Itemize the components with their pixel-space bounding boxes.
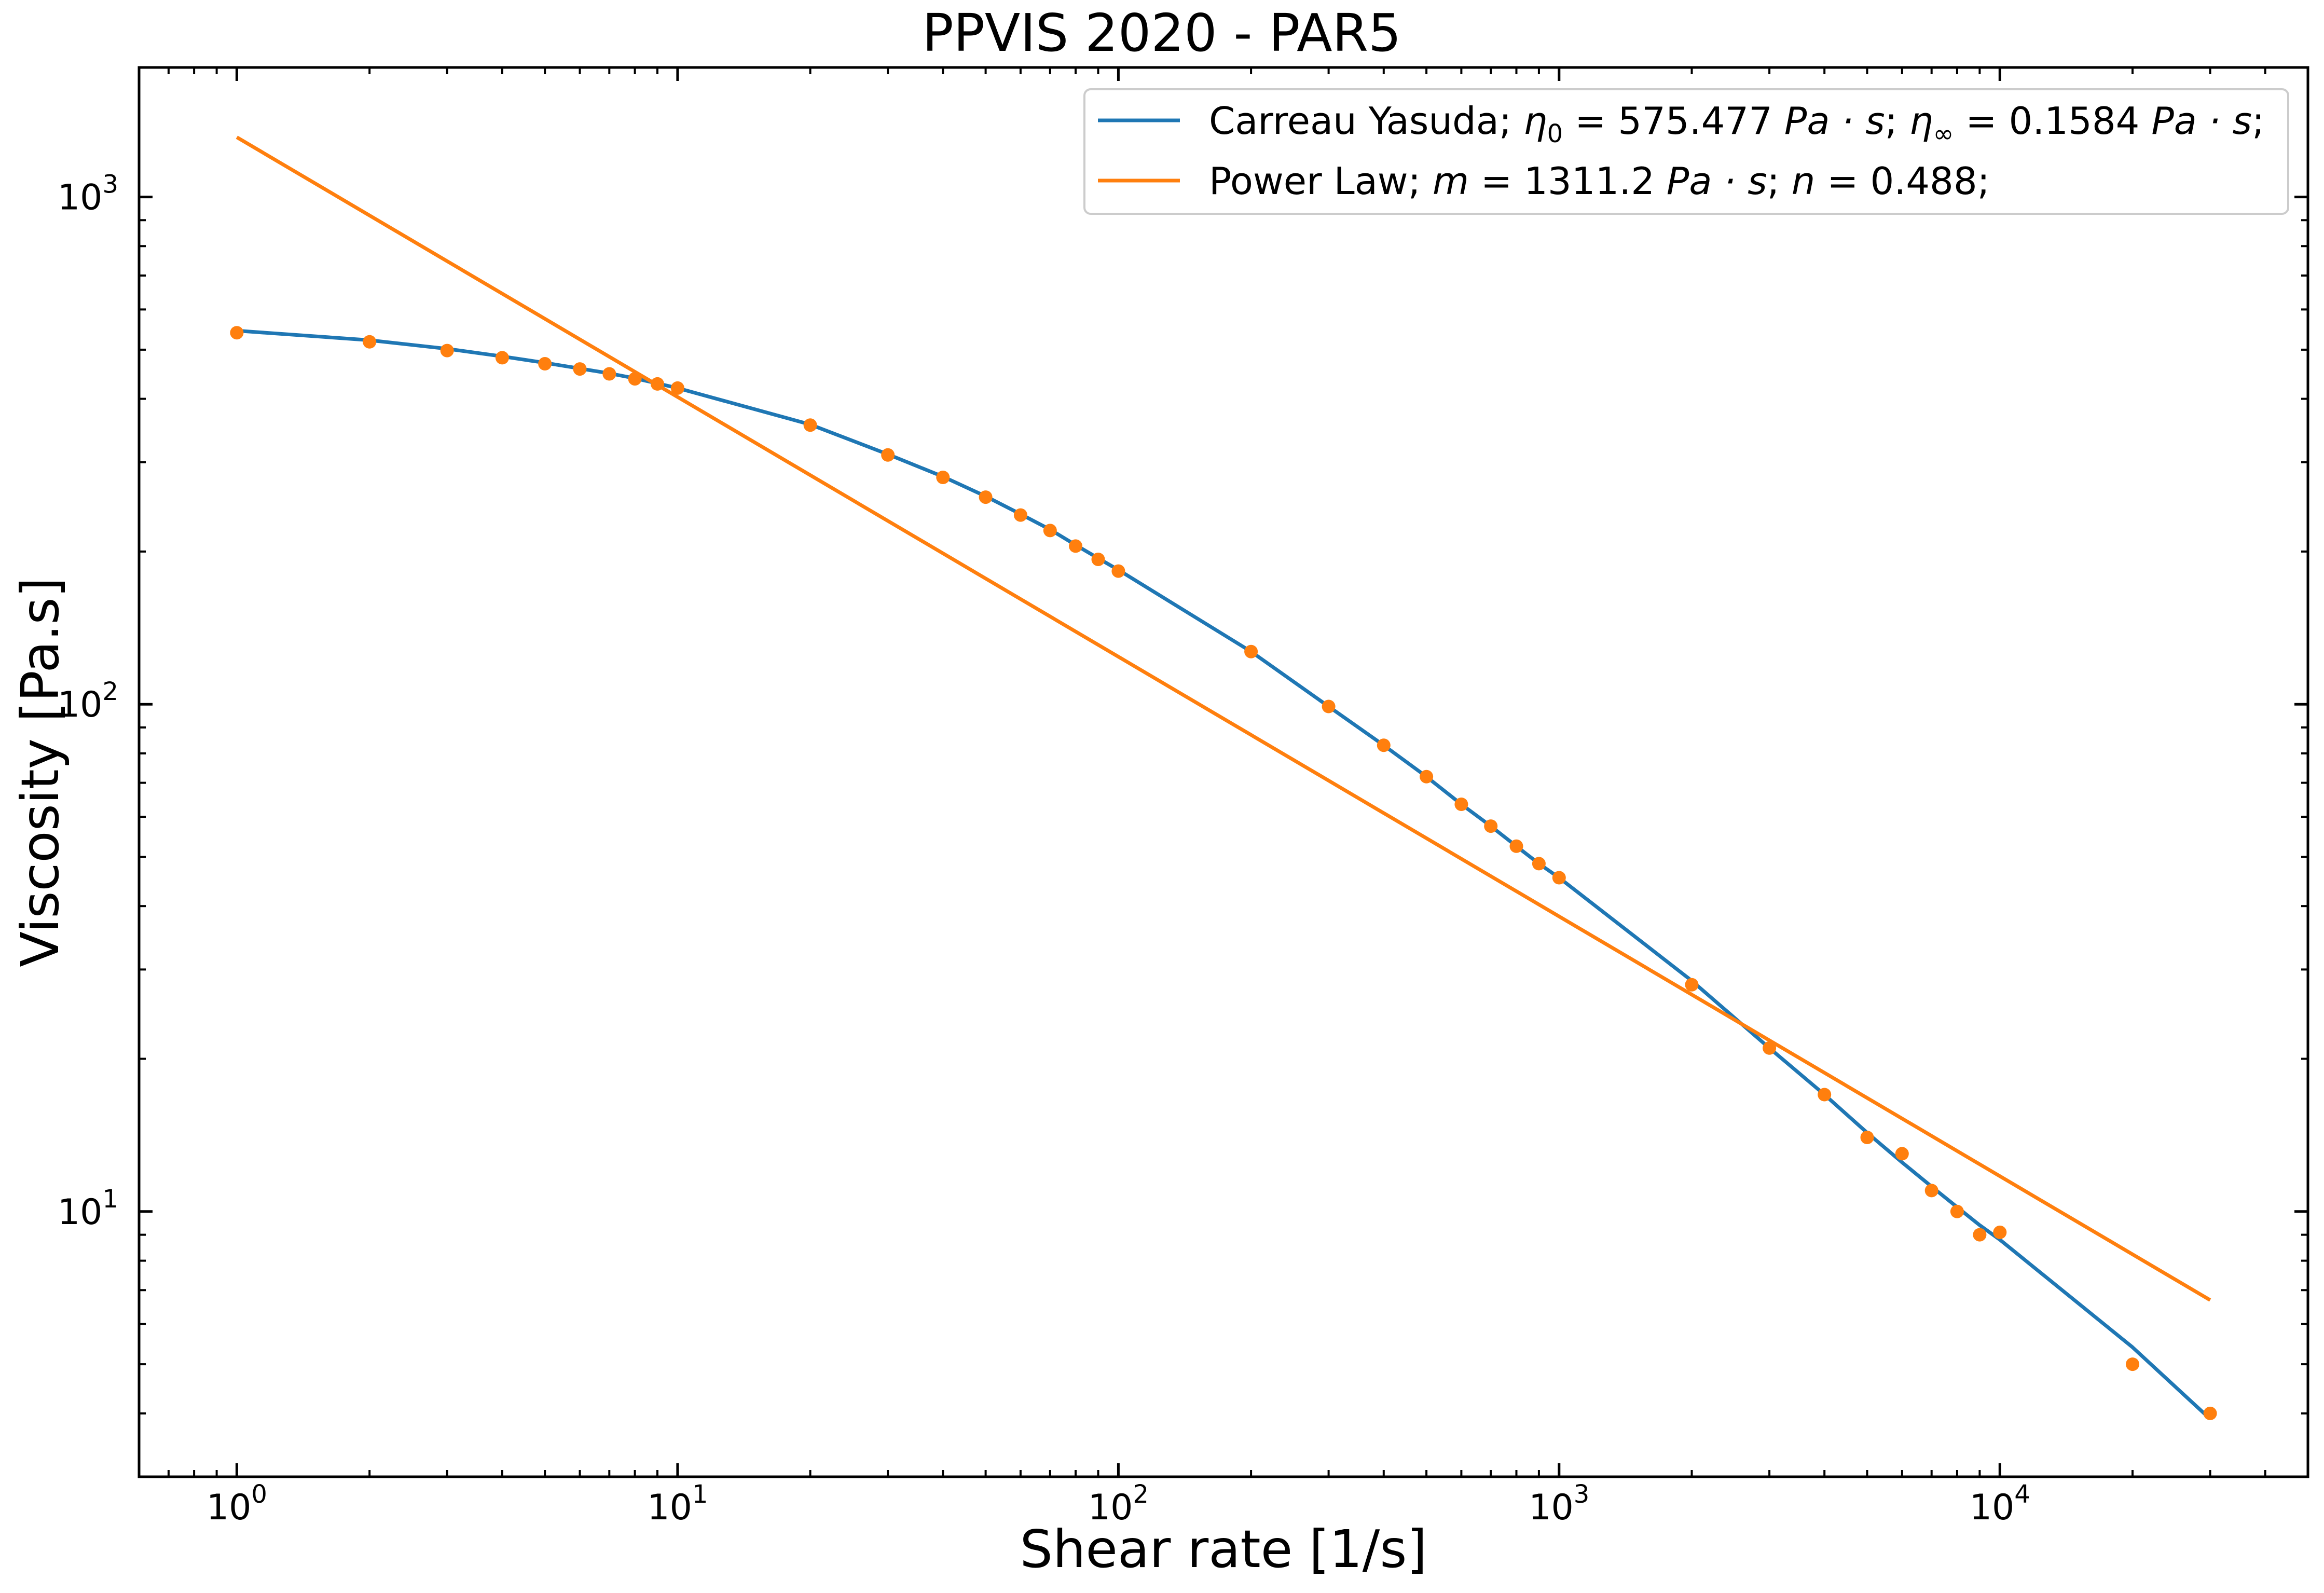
data-point: [230, 326, 244, 340]
data-point: [602, 367, 616, 381]
data-point: [881, 448, 895, 462]
data-point: [1763, 1041, 1777, 1055]
axis-ticks: 100 101 102 103 104 101 102 103: [58, 67, 2309, 1528]
x-tick-label: 102: [1088, 1480, 1149, 1528]
chart-title: PPVIS 2020 - PAR5: [922, 3, 1401, 63]
legend-entry: Carreau Yasuda; η0 = 575.477 Pa · s; η∞ …: [1209, 99, 2264, 148]
x-axis-label: Shear rate [1/s]: [1020, 1519, 1427, 1580]
plot-frame: [137, 66, 2309, 1478]
data-point: [1091, 553, 1105, 566]
y-axis-label: Viscosity [Pa.s]: [10, 577, 71, 967]
data-point: [1532, 857, 1546, 871]
y-tick-label: 101: [58, 1185, 118, 1233]
y-tick-label: 102: [58, 677, 118, 725]
data-point: [803, 418, 817, 432]
legend-box: [1083, 88, 2289, 215]
data-point: [1013, 508, 1027, 522]
data-point: [1895, 1147, 1909, 1161]
data-point: [1043, 524, 1057, 538]
data-point: [651, 377, 664, 391]
data-point: [440, 344, 454, 358]
data-point: [573, 362, 587, 376]
data-point: [1069, 539, 1082, 553]
data-point: [1993, 1225, 2007, 1239]
data-point: [1685, 978, 1699, 992]
measured-points: [230, 326, 2217, 1420]
data-point: [936, 471, 950, 484]
legend-entry: Power Law; m = 1311.2 Pa · s; n = 0.488;: [1209, 159, 1990, 203]
data-point: [1924, 1184, 1938, 1198]
data-point: [1420, 770, 1434, 784]
x-tick-label: 100: [207, 1480, 267, 1528]
data-point: [1818, 1088, 1832, 1102]
data-point: [495, 351, 509, 365]
data-point: [2203, 1406, 2217, 1420]
x-tick-label: 104: [1970, 1480, 2030, 1528]
x-tick-label: 103: [1529, 1480, 1589, 1528]
data-point: [979, 490, 993, 504]
data-point: [670, 381, 684, 395]
data-point: [1484, 819, 1498, 833]
legend: Carreau Yasuda; η0 = 575.477 Pa · s; η∞ …: [1083, 88, 2289, 215]
data-point: [1552, 871, 1566, 885]
data-point: [628, 372, 642, 386]
data-point: [1509, 839, 1523, 853]
series-layer: [236, 135, 2211, 1421]
series-line-power-law: [236, 135, 2211, 1302]
data-point: [1860, 1131, 1874, 1144]
data-point: [1950, 1204, 1964, 1218]
y-tick-label: 103: [58, 170, 118, 218]
x-tick-label: 101: [647, 1480, 708, 1528]
data-point: [1454, 798, 1468, 811]
data-point: [363, 335, 377, 349]
data-point: [1244, 644, 1258, 658]
data-point: [1973, 1228, 1987, 1242]
data-point: [538, 357, 552, 370]
data-point: [1111, 564, 1125, 578]
data-point: [1377, 738, 1391, 752]
series-line-carreau-yasuda: [237, 328, 2211, 1421]
data-point: [1322, 699, 1336, 713]
data-point: [2126, 1357, 2139, 1371]
